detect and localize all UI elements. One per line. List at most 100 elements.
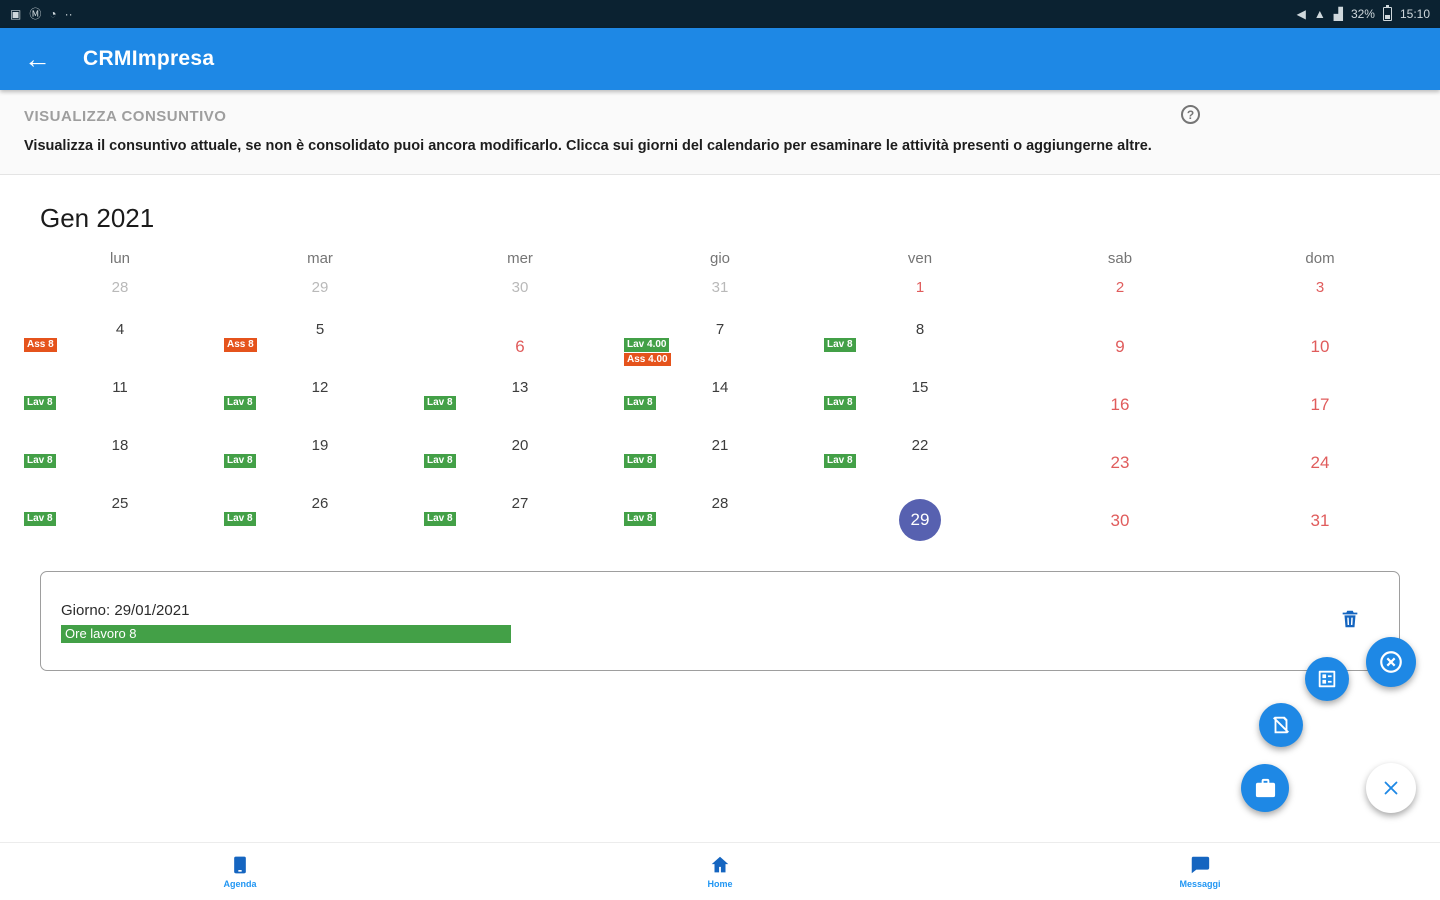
day-number: 1	[915, 279, 925, 296]
day-detail-panel: Giorno: 29/01/2021 Ore lavoro 8	[40, 571, 1400, 671]
work-hours-badge: Lav 8	[224, 512, 256, 526]
day-badges: Lav 8	[624, 396, 656, 410]
day-badges: Lav 8	[224, 512, 256, 526]
day-badges: Lav 4.00 Ass 4.00	[624, 338, 671, 366]
calendar-day-cell[interactable]: 9	[1020, 317, 1220, 375]
battery-percent: 32%	[1350, 7, 1375, 21]
day-badges: Lav 8	[224, 454, 256, 468]
calendar-day-cell[interactable]: 23	[1020, 433, 1220, 491]
calendar-day-cell[interactable]: 24	[1220, 433, 1420, 491]
absence-hours-badge: Ass 8	[224, 338, 257, 352]
day-number: 27	[511, 495, 529, 512]
calendar-day-cell[interactable]: 5 Ass 8	[220, 317, 420, 375]
agenda-icon	[234, 856, 246, 874]
calendar-week-row: 18 Lav 8 19 Lav 8 20 Lav 8 21 Lav 8 22 Lav 8 23 24	[20, 433, 1420, 491]
calendar-day-cell[interactable]: 30	[1020, 491, 1220, 549]
calendar-week-row: 28 29 30 31 1 2 3	[20, 275, 1420, 317]
day-number: 10	[1310, 337, 1330, 356]
nav-item-agenda[interactable]: Agenda	[0, 843, 480, 900]
day-badges: Lav 8	[224, 396, 256, 410]
weekday-label: ven	[907, 250, 933, 267]
calendar-day-cell[interactable]: 27 Lav 8	[420, 491, 620, 549]
work-hours-badge: Lav 8	[24, 396, 56, 410]
nav-item-messaggi[interactable]: Messaggi	[960, 843, 1440, 900]
calendar-day-cell[interactable]: 2	[1020, 275, 1220, 317]
calendar-day-cell[interactable]: 30	[420, 275, 620, 317]
calendar-day-cell[interactable]: 21 Lav 8	[620, 433, 820, 491]
calendar-day-cell[interactable]: 29	[820, 491, 1020, 549]
calendar-day-cell[interactable]: 26 Lav 8	[220, 491, 420, 549]
calendar-day-cell[interactable]: 15 Lav 8	[820, 375, 1020, 433]
work-hours-badge: Lav 8	[24, 512, 56, 526]
day-badges: Lav 8	[424, 396, 456, 410]
notification-image-icon: ▣	[10, 7, 22, 21]
calendar-day-cell[interactable]: 28	[20, 275, 220, 317]
calendar-day-cell[interactable]: 18 Lav 8	[20, 433, 220, 491]
calendar-day-cell[interactable]: 17	[1220, 375, 1420, 433]
signal-icon: ▟	[1333, 7, 1343, 21]
work-hours-badge: Lav 8	[624, 396, 656, 410]
status-notification-icons: ▣ Ⓜ ◔ ··	[10, 8, 73, 20]
weekday-label: dom	[1305, 250, 1335, 267]
calendar-day-cell[interactable]: 31	[1220, 491, 1420, 549]
day-badges: Lav 8	[424, 512, 456, 526]
calendar-day-cell[interactable]: 29	[220, 275, 420, 317]
fab-consolidate-button[interactable]	[1305, 657, 1349, 701]
calendar-day-cell[interactable]: 13 Lav 8	[420, 375, 620, 433]
briefcase-icon	[1255, 778, 1275, 797]
weekday-label: sab	[1107, 250, 1133, 267]
calendar-day-cell[interactable]: 22 Lav 8	[820, 433, 1020, 491]
day-number: 30	[1110, 511, 1130, 530]
absence-hours-badge: Ass 4.00	[624, 352, 671, 366]
day-number: 26	[311, 495, 329, 512]
calendar-grid: 28 29 30 31 1 2 3 4 Ass 8 5 Ass 8 6 7 Lav 4.00 Ass 4.0…	[0, 275, 1440, 549]
work-hours-badge: Lav 8	[224, 396, 256, 410]
fab-work-button[interactable]	[1241, 764, 1289, 812]
calendar-day-cell[interactable]: 3	[1220, 275, 1420, 317]
work-hours-badge: Lav 8	[824, 454, 856, 468]
calendar-day-cell[interactable]: 14 Lav 8	[620, 375, 820, 433]
calendar-day-cell[interactable]: 1	[820, 275, 1020, 317]
day-badges: Lav 8	[624, 512, 656, 526]
day-badges: Ass 8	[24, 338, 57, 352]
home-icon	[711, 856, 729, 873]
calendar-day-cell[interactable]: 19 Lav 8	[220, 433, 420, 491]
status-system-icons: ◀ ▲ ▟ 32% 15:10	[1296, 5, 1430, 21]
fab-cancel-button[interactable]	[1366, 637, 1416, 687]
header-section: VISUALIZZA CONSUNTIVO Visualizza il cons…	[0, 90, 1440, 175]
notification-m-icon: Ⓜ	[29, 7, 42, 21]
calendar-day-cell[interactable]: 8 Lav 8	[820, 317, 1020, 375]
calendar-day-cell[interactable]: 11 Lav 8	[20, 375, 220, 433]
calendar-day-cell[interactable]: 7 Lav 4.00 Ass 4.00	[620, 317, 820, 375]
calendar-day-cell[interactable]: 16	[1020, 375, 1220, 433]
work-hours-badge: Lav 8	[24, 454, 56, 468]
work-hours-badge: Lav 8	[624, 454, 656, 468]
calendar-day-cell[interactable]: 25 Lav 8	[20, 491, 220, 549]
calendar-day-cell[interactable]: 6	[420, 317, 620, 375]
back-arrow-icon[interactable]: ←	[24, 43, 51, 74]
weekday-label: lun	[109, 250, 131, 267]
calendar-day-cell[interactable]: 12 Lav 8	[220, 375, 420, 433]
calendar-day-cell[interactable]: 10	[1220, 317, 1420, 375]
fab-absence-button[interactable]	[1259, 703, 1303, 747]
vibrate-icon: ◀	[1296, 7, 1306, 21]
chat-icon	[1191, 856, 1210, 874]
calendar-day-cell[interactable]: 20 Lav 8	[420, 433, 620, 491]
day-badges: Lav 8	[624, 454, 656, 468]
calendar-day-cell[interactable]: 28 Lav 8	[620, 491, 820, 549]
day-number: 28	[111, 279, 129, 296]
calendar-day-cell[interactable]: 31	[620, 275, 820, 317]
delete-activity-button[interactable]	[1339, 608, 1361, 630]
status-bar: ▣ Ⓜ ◔ ·· ◀ ▲ ▟ 32% 15:10	[0, 0, 1440, 28]
nav-label-home: Home	[707, 879, 733, 889]
status-time: 15:10	[1399, 7, 1430, 21]
selected-day[interactable]: 29	[899, 499, 941, 541]
section-description: Visualizza il consuntivo attuale, se non…	[24, 138, 1152, 154]
help-icon[interactable]: ?	[1181, 105, 1200, 124]
app-title: CRMImpresa	[83, 47, 215, 70]
day-badges: Lav 8	[824, 454, 856, 468]
fab-close-menu-button[interactable]	[1366, 763, 1416, 813]
calendar-day-cell[interactable]: 4 Ass 8	[20, 317, 220, 375]
section-title: VISUALIZZA CONSUNTIVO	[24, 108, 227, 125]
nav-item-home[interactable]: Home	[480, 843, 960, 900]
